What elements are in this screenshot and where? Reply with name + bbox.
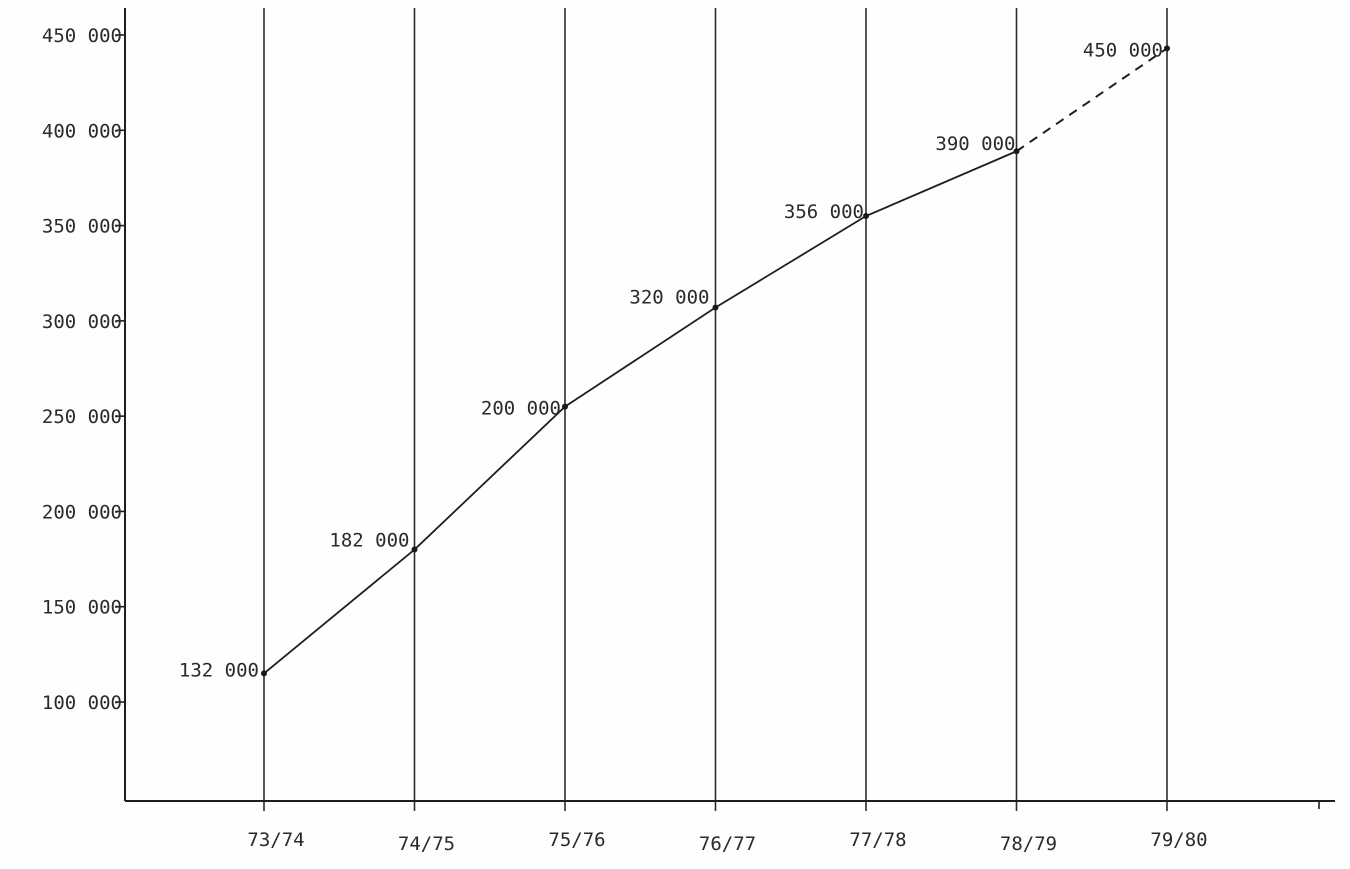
y-axis-ticks: 100 000 150 000 200 000 250 000 300 000 350 0… — [42, 25, 125, 714]
data-labels: 132 000 182 000 200 000 320 000 356 000 390 0… — [179, 39, 1163, 681]
x-tick-label: 79/80 — [1150, 829, 1207, 851]
vertical-grid-lines — [263, 8, 1168, 811]
data-point-76-77 — [712, 304, 719, 311]
data-label: 320 000 — [629, 287, 709, 309]
data-point-77-78 — [863, 213, 869, 220]
axes — [124, 8, 1335, 802]
y-tick-label: 400 000 — [42, 120, 122, 142]
data-point-79-80 — [1164, 45, 1170, 52]
x-tick-label: 76/77 — [699, 833, 756, 855]
data-label: 132 000 — [179, 659, 259, 681]
y-tick-label: 300 000 — [42, 311, 122, 333]
y-tick-label: 450 000 — [42, 25, 122, 47]
data-label: 356 000 — [784, 201, 864, 223]
data-label: 450 000 — [1083, 39, 1163, 61]
data-label: 182 000 — [329, 530, 409, 552]
data-label: 390 000 — [935, 133, 1015, 155]
data-point-74-75 — [411, 546, 418, 553]
x-tick-label: 74/75 — [398, 833, 455, 855]
x-axis-ticks: 73/74 74/75 75/76 76/77 77/78 78/79 79/80 — [247, 801, 1320, 855]
data-label: 200 000 — [481, 398, 561, 420]
data-point-73-74 — [261, 670, 267, 677]
series-line-actual — [263, 150, 1017, 675]
y-tick-label: 350 000 — [42, 216, 122, 238]
data-point-75-76 — [562, 403, 568, 410]
series-line-projected — [1015, 47, 1168, 153]
x-tick-label: 75/76 — [548, 829, 605, 851]
y-tick-label: 200 000 — [42, 501, 122, 523]
x-tick-label: 73/74 — [247, 829, 304, 851]
x-tick-label: 77/78 — [849, 829, 906, 851]
data-point-78-79 — [1013, 148, 1020, 155]
y-tick-label: 100 000 — [42, 692, 122, 714]
y-tick-label: 150 000 — [42, 597, 122, 619]
x-tick-label: 78/79 — [1000, 833, 1057, 855]
series — [261, 45, 1170, 677]
y-tick-label: 250 000 — [42, 406, 122, 428]
